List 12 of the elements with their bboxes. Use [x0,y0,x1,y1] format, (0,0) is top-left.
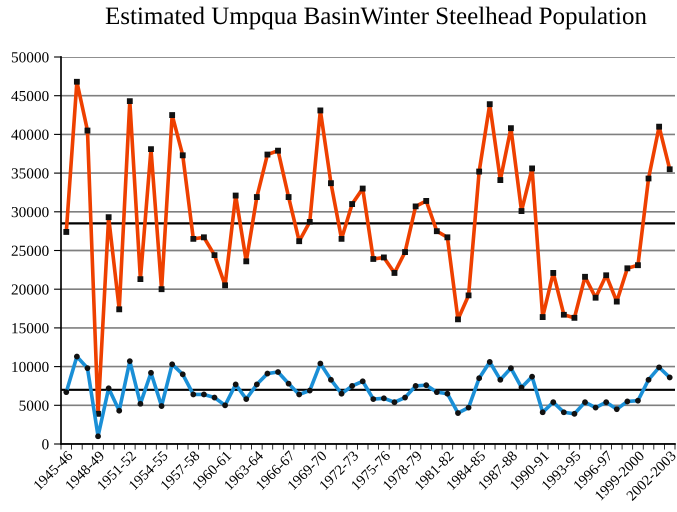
y-tick-label: 15000 [12,323,49,334]
y-tick-label: 45000 [11,90,49,102]
y-tick-label: 10000 [12,362,49,372]
y-tick-label: 25000 [12,246,49,256]
y-tick-label: 0 [42,439,49,450]
y-tick-label: 50000 [12,52,49,62]
y-tick-label: 40000 [11,130,49,140]
y-tick-label: 5000 [20,400,49,411]
y-tick-label: 20000 [12,284,49,295]
chart-title: Estimated Umpqua BasinWinter Steelhead Population [106,6,647,30]
y-tick-label: 30000 [12,206,49,218]
y-tick-label: 35000 [12,168,49,179]
